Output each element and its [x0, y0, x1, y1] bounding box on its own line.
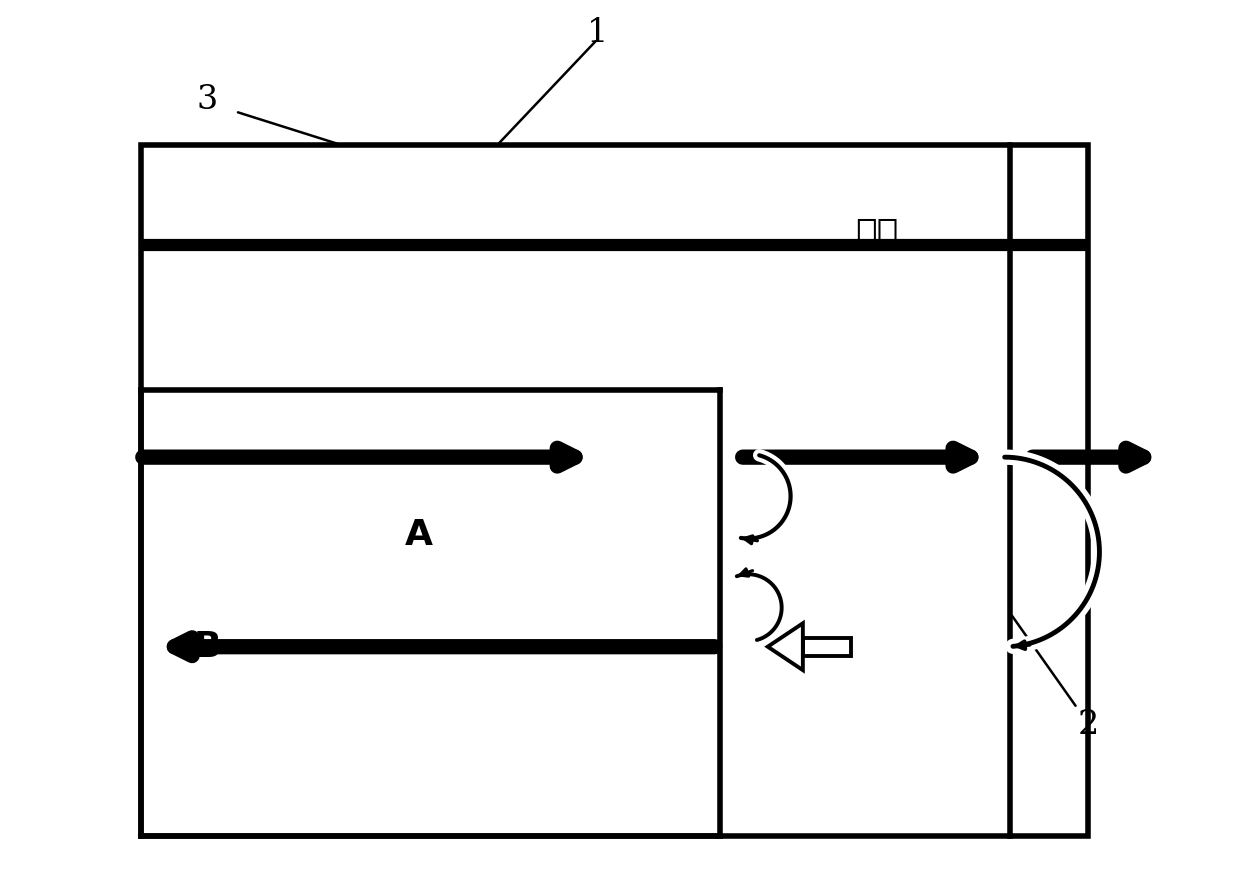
- Text: A: A: [405, 518, 433, 552]
- Text: 空气: 空气: [854, 217, 898, 252]
- FancyBboxPatch shape: [802, 638, 852, 656]
- Text: B: B: [193, 630, 221, 664]
- Text: 2: 2: [1078, 709, 1099, 740]
- Text: 3: 3: [197, 85, 218, 116]
- Bar: [140, 145, 1089, 837]
- Text: 1: 1: [587, 18, 609, 49]
- Polygon shape: [768, 624, 802, 670]
